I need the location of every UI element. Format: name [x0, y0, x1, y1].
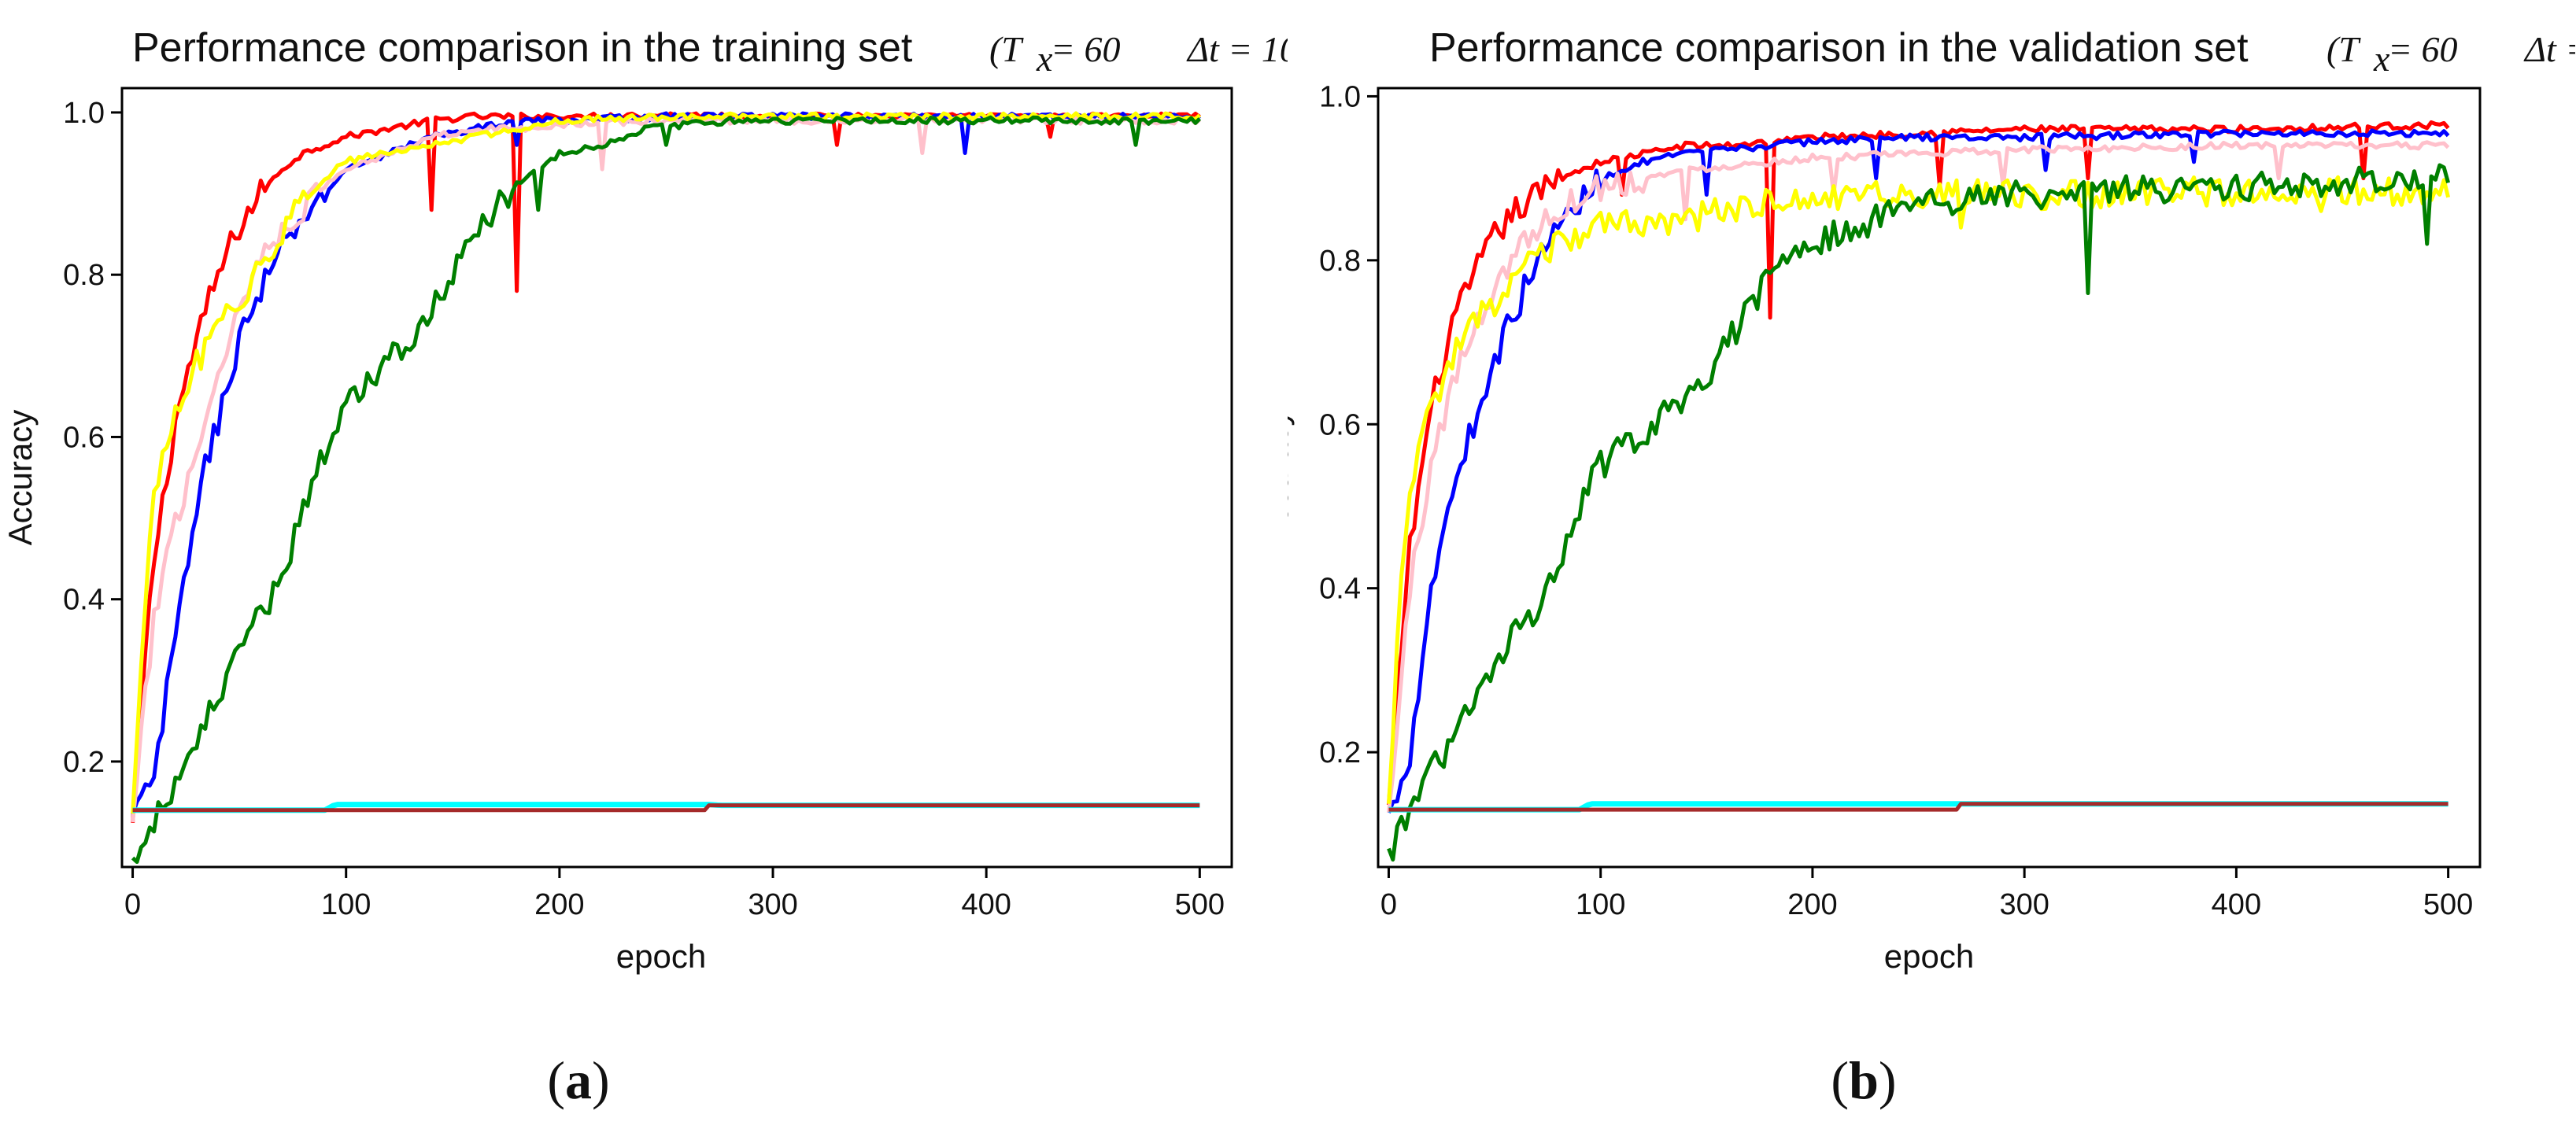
- training-accuracy-chart: Performance comparison in the training s…: [2, 25, 1288, 1110]
- chart-title: Performance comparison in the validation…: [1429, 25, 2249, 71]
- x-tick-label: 500: [1175, 888, 1225, 921]
- title-param-tx-sub: x: [1036, 39, 1053, 79]
- y-tick-label: 0.4: [63, 584, 105, 617]
- series-line-yellow: [131, 111, 1202, 814]
- x-axis-label: epoch: [1884, 938, 1974, 975]
- panel-a: Performance comparison in the training s…: [2, 25, 1288, 1110]
- y-tick-label: 0.2: [1319, 736, 1361, 769]
- x-tick-label: 100: [321, 888, 371, 921]
- y-tick-label: 0.8: [1319, 245, 1361, 278]
- title-param-dt: Δt = 10): [1186, 29, 1288, 69]
- x-tick-label: 200: [1787, 888, 1837, 921]
- x-tick-label: 200: [534, 888, 584, 921]
- panel-label: (a): [547, 1050, 609, 1110]
- y-tick-label: 0.8: [63, 259, 105, 292]
- chart-title: Performance comparison in the training s…: [132, 25, 913, 71]
- y-axis-label: Accuracy: [2, 410, 39, 546]
- x-tick-label: 500: [2423, 888, 2473, 921]
- y-axis-label: Accuracy: [1288, 410, 1295, 546]
- plot-frame: [120, 87, 1233, 869]
- x-tick-label: 0: [1380, 888, 1397, 921]
- series-line-brown: [132, 803, 1200, 813]
- y-tick-label: 0.6: [63, 421, 105, 454]
- panel-label: (b): [1831, 1050, 1896, 1110]
- title-param-tx-sub: x: [2373, 39, 2390, 79]
- title-param-tx-value: = 60: [2388, 29, 2458, 69]
- title-param-tx: (T: [2327, 29, 2361, 69]
- y-tick-label: 0.2: [63, 746, 105, 779]
- plot-frame: [1377, 87, 2482, 869]
- series-line-pink: [1387, 140, 2450, 813]
- y-tick-label: 0.6: [1319, 408, 1361, 441]
- validation-accuracy-chart: Performance comparison in the validation…: [1288, 25, 2575, 1110]
- y-tick-label: 0.4: [1319, 573, 1361, 606]
- x-tick-label: 0: [124, 888, 141, 921]
- series-line-brown: [1388, 802, 2448, 812]
- series-line-green: [131, 115, 1202, 864]
- x-axis-label: epoch: [616, 938, 706, 975]
- y-tick-label: 1.0: [63, 97, 105, 130]
- x-tick-label: 400: [2212, 888, 2261, 921]
- x-tick-label: 300: [1999, 888, 2049, 921]
- y-tick-label: 1.0: [1319, 80, 1361, 113]
- panel-b: Performance comparison in the validation…: [1288, 0, 2575, 1140]
- series-line-green: [1387, 163, 2451, 862]
- x-tick-label: 400: [961, 888, 1011, 921]
- title-param-dt: Δt = 10): [2523, 29, 2575, 69]
- title-param-tx-value: = 60: [1051, 29, 1121, 69]
- title-param-tx: (T: [989, 29, 1024, 69]
- x-tick-label: 300: [748, 888, 797, 921]
- x-tick-label: 100: [1576, 888, 1625, 921]
